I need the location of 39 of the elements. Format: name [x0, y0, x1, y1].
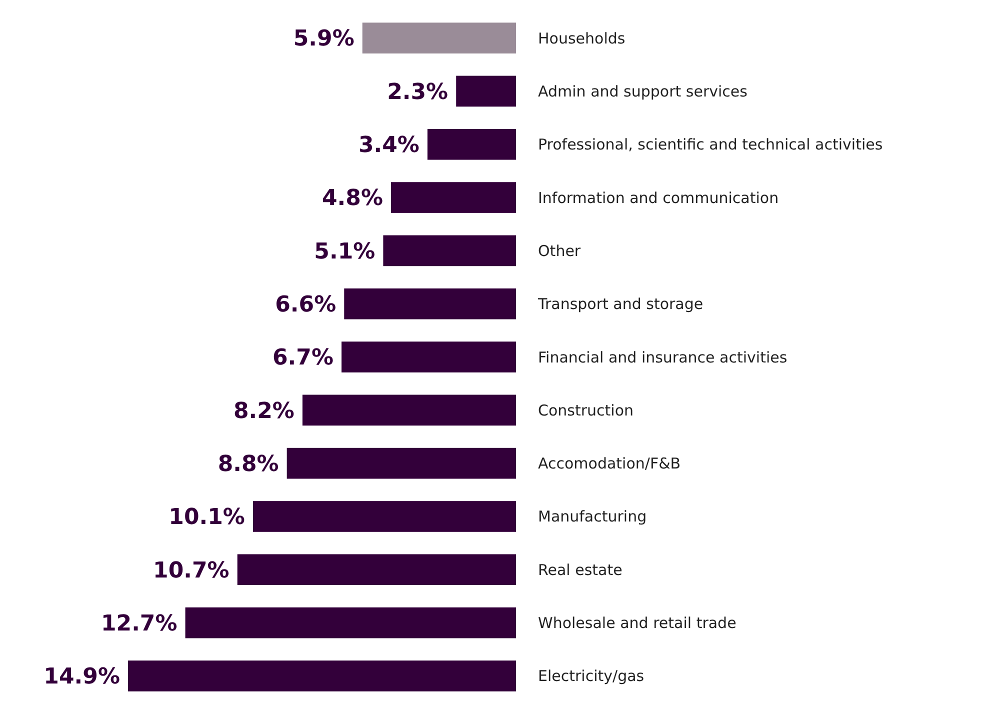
data-label: 6.7%: [272, 346, 334, 371]
data-label: 3.4%: [358, 133, 420, 158]
y-tick-label: Manufacturing: [538, 508, 647, 526]
y-tick-label: Households: [538, 29, 626, 48]
bar: [286, 448, 516, 479]
y-tick-label: Professional, scientific and technical activities: [538, 136, 883, 154]
y-tick-label: Information and communication: [538, 188, 779, 207]
bar: [344, 288, 516, 320]
bar: [252, 501, 516, 532]
bar: [391, 182, 516, 213]
bar: [128, 660, 516, 692]
y-tick-label: Admin and support services: [538, 82, 748, 100]
data-label: 14.9%: [44, 664, 120, 690]
data-label: 5.9%: [293, 26, 354, 52]
y-tick-label: Construction: [538, 401, 634, 420]
y-tick-label: Financial and insurance activities: [538, 348, 788, 366]
data-label: 8.2%: [233, 398, 294, 424]
bar: [427, 128, 516, 160]
bar: [237, 554, 516, 586]
data-label: 12.7%: [100, 611, 178, 636]
bar: [302, 394, 516, 426]
y-tick-label: Accomodation/F&B: [538, 454, 681, 473]
y-tick-label: Electricity/gas: [538, 667, 644, 686]
bar: [383, 235, 516, 266]
y-tick-label: Wholesale and retail trade: [538, 614, 736, 632]
bar: [185, 607, 516, 638]
data-label: 10.1%: [168, 505, 245, 530]
data-label: 8.8%: [218, 452, 279, 478]
bar: [342, 342, 516, 372]
data-label: 10.7%: [153, 558, 230, 584]
data-label: 2.3%: [387, 80, 448, 105]
data-label: 4.8%: [322, 186, 384, 212]
y-tick-label: Transport and storage: [537, 295, 704, 314]
y-tick-label: Other: [538, 242, 582, 260]
bar: [362, 22, 516, 54]
data-label: 6.6%: [275, 292, 336, 318]
y-tick-label: Real estate: [538, 560, 622, 579]
bar: [456, 76, 516, 107]
data-label: 5.1%: [314, 239, 376, 264]
